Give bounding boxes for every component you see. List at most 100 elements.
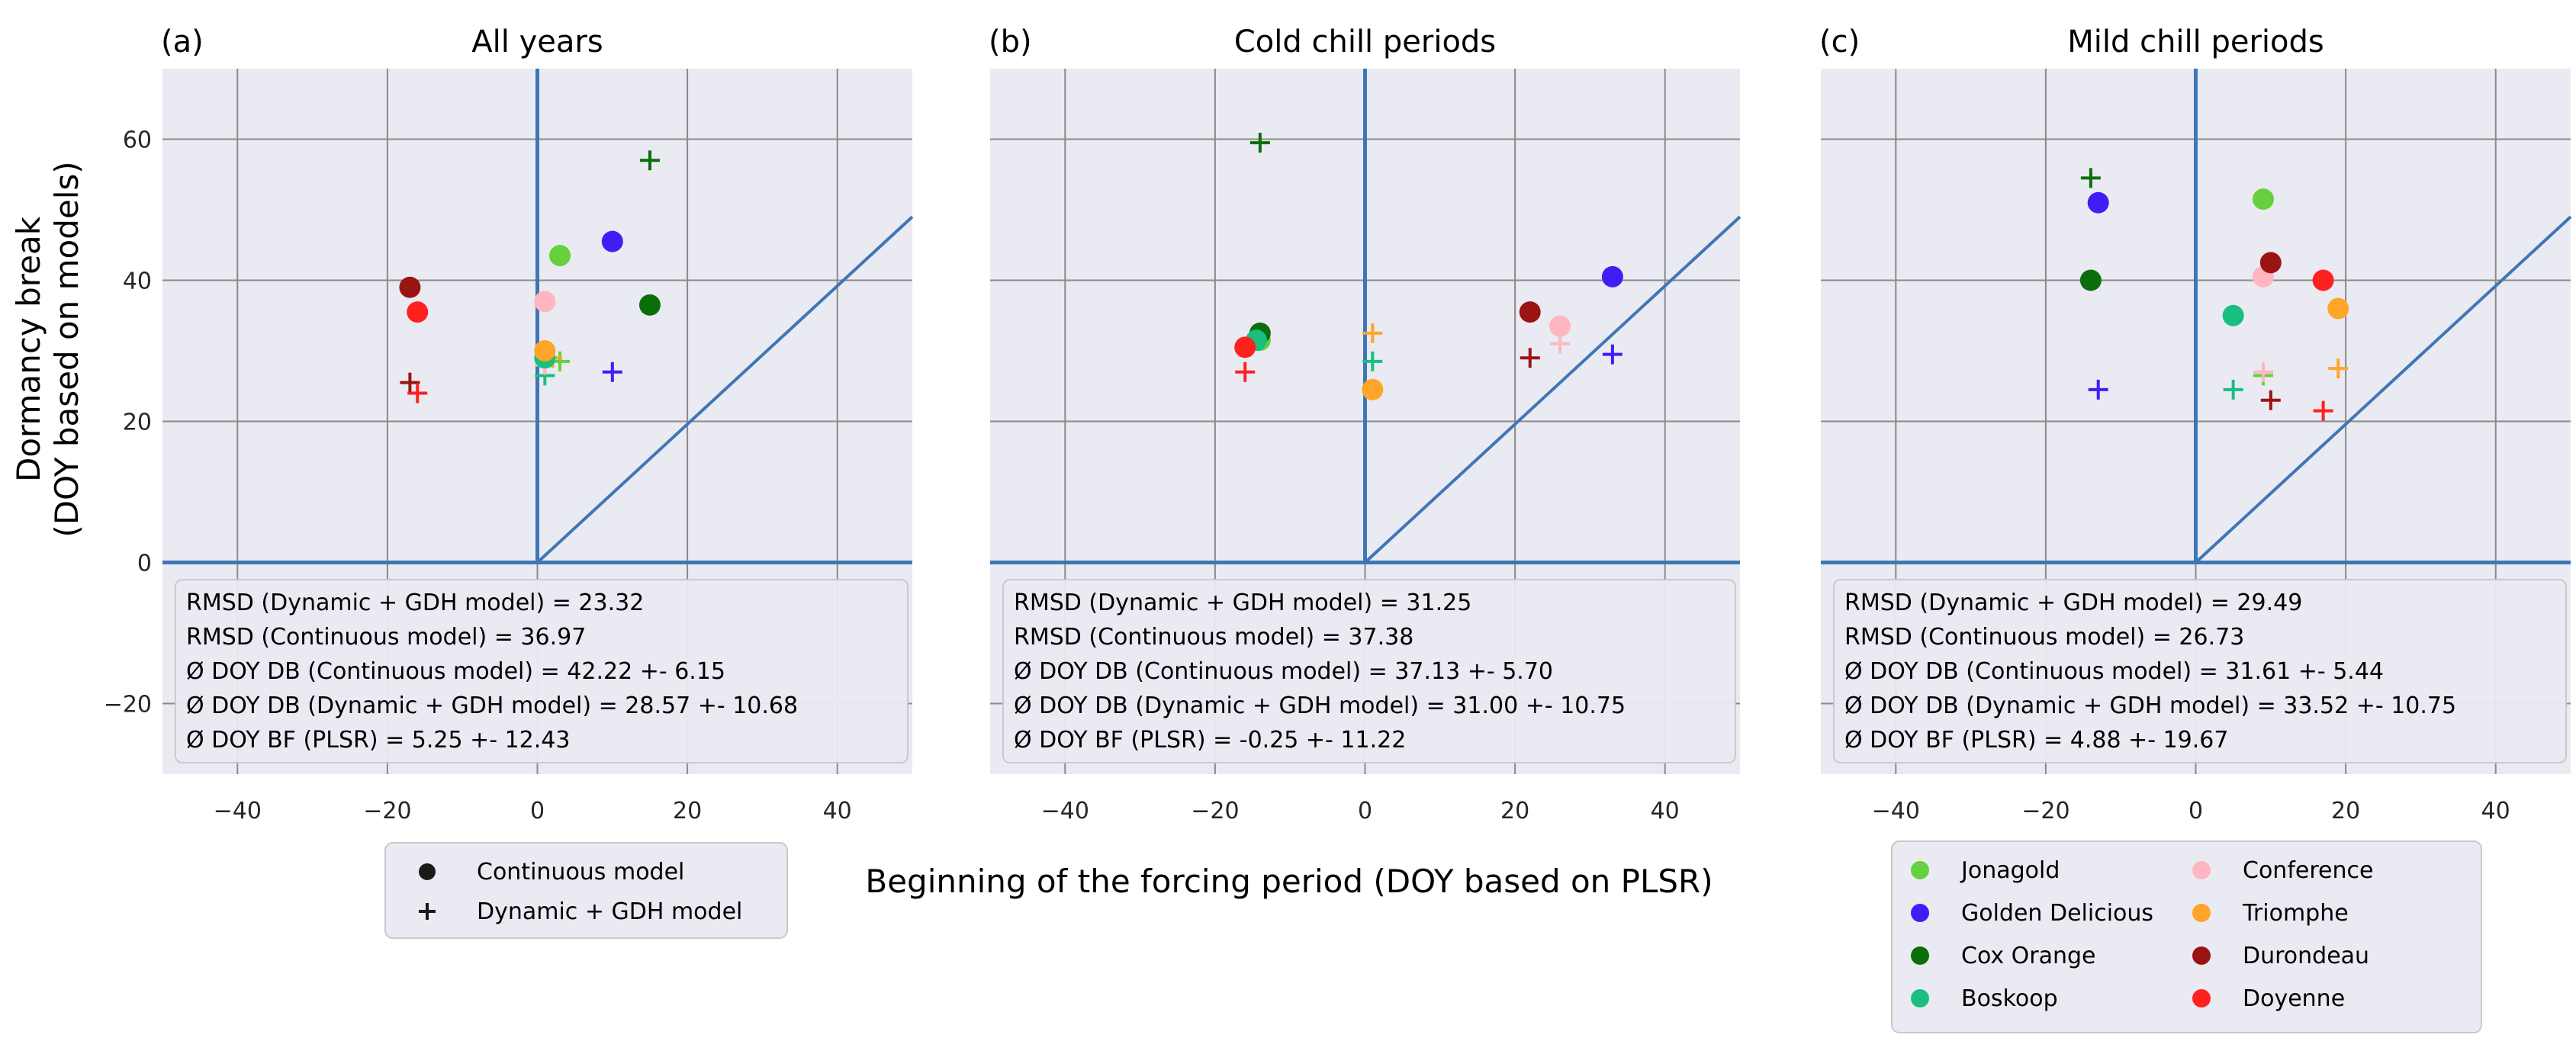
stats-line: Ø DOY DB (Dynamic + GDH model) = 33.52 +… [1844,693,2456,719]
x-tick-label: −40 [1041,798,1089,824]
x-tick-label: 0 [2188,798,2203,824]
plus-marker-golden-delicious [602,362,622,382]
x-tick-label: 0 [530,798,545,824]
reference-line-diagonal [536,215,914,564]
x-tick-label: −40 [1872,798,1920,824]
plus-marker-golden-delicious [2088,379,2108,400]
legend-marker-jonagold [1911,861,1929,879]
circle-marker-conference [534,291,556,313]
circle-marker-durondeau [2259,252,2282,274]
circle-marker-durondeau [1519,301,1541,323]
panel-letter: (b) [989,24,1032,59]
legend-label-triomphe: Triomphe [2242,900,2349,927]
stats-line: Ø DOY BF (PLSR) = 4.88 +- 19.67 [1844,727,2228,754]
y-tick-label: 60 [123,127,152,154]
reference-line-diagonal [2195,215,2572,564]
plus-marker-doyenne [2313,400,2333,421]
plus-marker-boskoop [2223,379,2243,400]
legend-circle-marker [419,863,436,880]
panel-cold-chill-periods: −40 −20 0 20 40 Cold chill periods (b) RMSD (Dy… [989,24,1741,824]
x-tick-label: −20 [363,798,411,824]
circle-marker-doyenne [407,301,429,323]
panel-title: Cold chill periods [1234,24,1496,59]
y-axis-label: Dormancy break [10,216,47,482]
legend-marker-golden-delicious [1911,904,1929,922]
x-tick-label: −40 [214,798,262,824]
plus-marker-triomphe [2328,358,2349,379]
y-axis-label-line2: (DOY based on models) [48,161,85,537]
x-tick-label: 40 [1651,798,1680,824]
stats-line: Ø DOY BF (PLSR) = -0.25 +- 11.22 [1014,727,1406,754]
stats-line: RMSD (Dynamic + GDH model) = 23.32 [186,590,644,616]
legend-label-continuous-model: Continuous model [477,859,684,885]
circle-marker-doyenne [1234,336,1256,358]
plus-marker-triomphe [1362,323,1383,343]
plus-marker-cox-orange [2080,168,2101,188]
circle-marker-doyenne [2312,269,2334,291]
stats-line: Ø DOY DB (Continuous model) = 37.13 +- 5… [1014,658,1553,685]
plus-marker-doyenne [1235,362,1256,382]
circle-marker-triomphe [1362,378,1384,400]
circle-marker-triomphe [2327,297,2349,320]
stats-box [175,579,909,763]
legend-marker-cox-orange [1911,946,1929,965]
panel-mild-chill-periods: −40 −20 0 20 40 Mild chill periods (c) RMSD (Dy… [1819,24,2572,824]
cultivar-legend: Jonagold Golden Delicious Cox Orange Boskoo… [1891,840,2482,1033]
plus-marker-doyenne [407,383,428,403]
x-tick-label: −20 [1191,798,1239,824]
circle-marker-golden-delicious [2087,191,2109,214]
stats-box [1002,579,1736,763]
circle-marker-conference [1549,315,1571,337]
x-tick-label: 0 [1358,798,1372,824]
plus-marker-durondeau [1520,348,1540,368]
circle-marker-boskoop [2222,304,2244,326]
plus-marker-conference [1550,333,1571,354]
stats-line: RMSD (Continuous model) = 26.73 [1844,624,2244,651]
legend-label-cox-orange: Cox Orange [1961,943,2096,969]
figure-legends-layer: Continuous model Dynamic + GDH model Jonag… [384,840,2482,1033]
panel-letter: (c) [1819,24,1860,59]
circle-marker-golden-delicious [1601,265,1623,288]
plus-marker-cox-orange [1249,133,1270,153]
figure-panels-layer: −40 −20 0 20 40 −20 0 20 40 60 All years (a) RMSD (D… [104,24,2572,824]
circle-marker-cox-orange [2079,269,2102,291]
circle-marker-jonagold [2252,188,2274,210]
legend-marker-durondeau [2192,946,2211,965]
x-tick-label: 40 [823,798,852,824]
y-tick-label: 20 [123,410,152,436]
x-tick-label: 20 [1500,798,1529,824]
legend-label-dynamic-gdh-model: Dynamic + GDH model [477,898,742,925]
reference-line-diagonal [1364,215,1741,564]
x-tick-label: −20 [2021,798,2069,824]
plus-marker-golden-delicious [1602,344,1622,365]
figure-global-layer: Dormancy break (DOY based on models) Begin… [10,161,1713,900]
legend-marker-conference [2192,861,2211,879]
model-legend-box [384,842,788,939]
panel-title: Mild chill periods [2067,24,2324,59]
plus-marker-cox-orange [639,150,660,171]
model-legend: Continuous model Dynamic + GDH model [384,842,788,939]
x-tick-label: 40 [2481,798,2510,824]
plus-marker-boskoop [1362,351,1383,371]
stats-line: Ø DOY DB (Continuous model) = 42.22 +- 6… [186,658,725,685]
circle-marker-cox-orange [638,294,661,316]
plus-marker-durondeau [400,372,420,393]
stats-line: Ø DOY DB (Dynamic + GDH model) = 28.57 +… [186,693,798,719]
plus-marker-conference [2253,362,2273,382]
stats-line: Ø DOY DB (Dynamic + GDH model) = 31.00 +… [1014,693,1626,719]
legend-label-doyenne: Doyenne [2243,985,2345,1012]
circle-marker-jonagold [548,245,571,267]
legend-label-conference: Conference [2243,857,2373,884]
x-tick-label: 20 [2331,798,2360,824]
legend-marker-triomphe [2192,904,2211,922]
legend-label-boskoop: Boskoop [1961,985,2058,1012]
legend-label-jonagold: Jonagold [1960,857,2060,884]
stats-line: Ø DOY DB (Continuous model) = 31.61 +- 5… [1844,658,2384,685]
stats-line: RMSD (Continuous model) = 36.97 [186,624,586,651]
stats-line: Ø DOY BF (PLSR) = 5.25 +- 12.43 [186,727,570,754]
y-tick-label: −20 [104,692,152,718]
cultivar-legend-box [1891,840,2482,1033]
panel-letter: (a) [161,24,204,59]
plus-marker-durondeau [2260,390,2281,410]
